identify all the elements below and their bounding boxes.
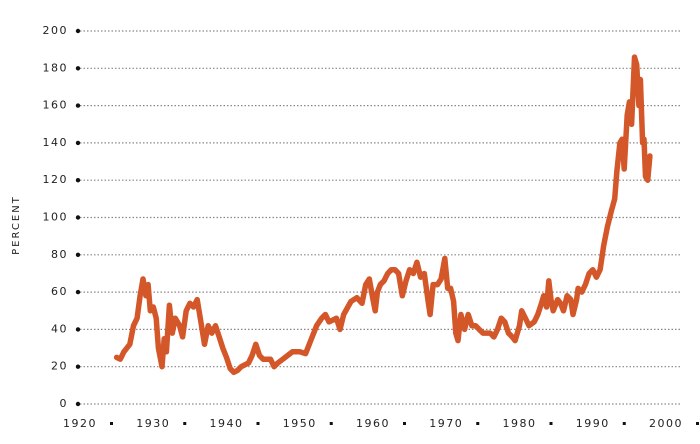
x-tick-label: 2000 <box>649 417 683 430</box>
y-tick-mark <box>75 401 81 407</box>
x-tick-mark <box>110 422 113 425</box>
x-tick-label: 1960 <box>356 417 390 430</box>
x-tick-mark <box>403 422 406 425</box>
y-tick-mark <box>75 103 81 108</box>
data-line <box>113 54 653 376</box>
x-tick-label: 1940 <box>210 417 244 430</box>
x-tick-mark <box>622 422 626 425</box>
y-tick-mark <box>75 215 81 220</box>
x-tick-mark <box>256 422 260 425</box>
y-tick-mark <box>75 364 81 369</box>
y-tick-label: 180 <box>43 61 69 74</box>
y-tick-mark <box>75 28 81 34</box>
x-tick-label: 1990 <box>576 417 610 430</box>
y-tick-mark <box>75 140 81 146</box>
x-tick-mark <box>696 422 699 425</box>
y-tick-label: 60 <box>51 285 68 298</box>
y-axis-label: PERCENT <box>11 195 22 255</box>
x-tick-mark <box>183 422 187 425</box>
x-tick-mark <box>549 422 553 425</box>
y-tick-mark <box>75 178 81 183</box>
y-tick-label: 20 <box>51 360 68 373</box>
y-tick-label: 200 <box>43 24 69 37</box>
y-tick-label: 40 <box>51 322 68 335</box>
y-tick-label: 80 <box>51 248 68 261</box>
x-tick-label: 1970 <box>429 417 463 430</box>
y-tick-mark <box>75 66 81 71</box>
y-tick-label: 0 <box>60 397 69 410</box>
x-tick-label: 1950 <box>283 417 317 430</box>
x-tick-label: 1980 <box>503 417 537 430</box>
y-tick-label: 100 <box>43 211 69 224</box>
x-tick-label: 1930 <box>136 417 170 430</box>
x-tick-mark <box>329 422 333 425</box>
y-tick-mark <box>75 327 81 332</box>
x-tick-mark <box>476 422 480 425</box>
y-tick-mark <box>75 252 81 257</box>
y-tick-mark <box>75 289 81 295</box>
y-tick-label: 120 <box>43 173 69 186</box>
y-tick-label: 160 <box>43 99 69 112</box>
x-tick-label: 1920 <box>63 417 97 430</box>
y-tick-label: 140 <box>43 136 69 149</box>
